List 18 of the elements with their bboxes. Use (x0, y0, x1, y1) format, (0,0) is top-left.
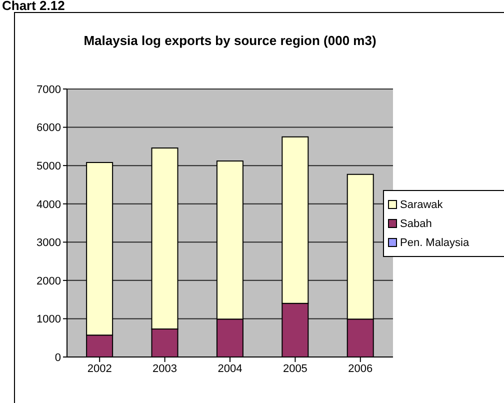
x-tick-label: 2006 (348, 362, 373, 375)
y-tick-label: 6000 (36, 122, 61, 134)
y-tick-label: 0 (54, 352, 61, 364)
y-tick-label: 7000 (36, 84, 61, 96)
legend-label: Sabah (400, 218, 432, 230)
y-tick-label: 3000 (36, 237, 61, 250)
caption: Chart 2.12 (2, 0, 65, 13)
legend-label: Pen. Malaysia (400, 236, 470, 248)
x-tick-label: 2002 (87, 362, 112, 375)
chart-title: Malaysia log exports by source region (000 m3) (82, 33, 378, 48)
y-tick-label: 5000 (36, 160, 61, 172)
legend-label: Sarawak (400, 198, 443, 210)
y-tick-label: 1000 (36, 314, 61, 326)
y-tick-label: 4000 (36, 198, 61, 211)
x-tick-label: 2004 (218, 362, 242, 375)
x-tick-label: 2003 (152, 362, 178, 375)
x-tick-label: 2005 (282, 362, 308, 375)
y-tick-label: 2000 (36, 275, 61, 288)
